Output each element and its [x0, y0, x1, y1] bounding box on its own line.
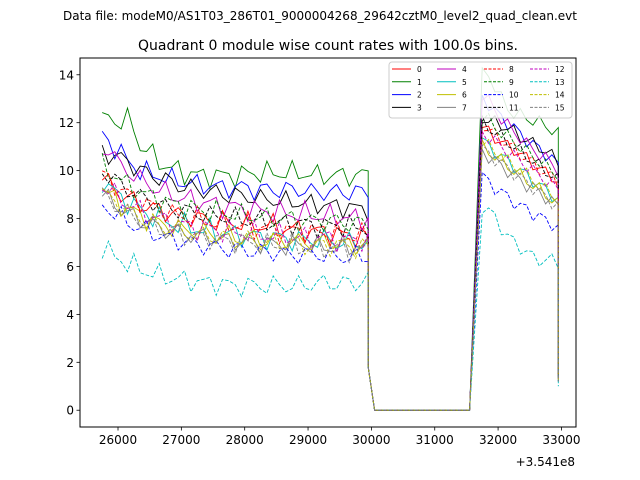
legend-label-5: 5	[462, 78, 467, 87]
series-line-15	[101, 143, 559, 411]
legend-label-10: 10	[509, 91, 519, 100]
series-line-14	[101, 138, 559, 411]
y-tick-label: 6	[66, 260, 74, 274]
y-tick-label: 8	[66, 212, 74, 226]
y-axis-ticks: 0 2 4 6 8 10 12 14	[59, 68, 80, 418]
x-tick-label: 26000	[99, 433, 137, 447]
x-tick-label: 27000	[162, 433, 200, 447]
series-line-8	[102, 127, 559, 411]
x-axis-ticks: 26000 27000 28000 29000 30000 31000 32000 33000	[99, 427, 581, 447]
legend-frame	[388, 61, 573, 119]
x-tick-label: 32000	[479, 433, 517, 447]
series-line-10	[101, 171, 559, 411]
y-tick-label: 12	[59, 116, 74, 130]
figure-suptitle: Data file: modeM0/AS1T03_286T01_90000042…	[63, 9, 577, 23]
legend-label-1: 1	[417, 78, 422, 87]
legend-label-3: 3	[417, 103, 422, 112]
legend-label-11: 11	[509, 103, 519, 112]
x-tick-label: 33000	[542, 433, 580, 447]
legend-label-0: 0	[417, 65, 422, 74]
x-tick-label: 31000	[416, 433, 454, 447]
series-line-0	[101, 125, 559, 411]
x-tick-label: 29000	[289, 433, 327, 447]
x-tick-label: 30000	[352, 433, 390, 447]
legend-label-6: 6	[462, 91, 467, 100]
series-line-3	[101, 114, 559, 411]
series-line-12	[101, 129, 559, 411]
series-line-13	[101, 207, 559, 411]
legend-label-4: 4	[462, 65, 467, 74]
legend-label-9: 9	[509, 78, 514, 87]
x-offset-label: +3.541e8	[516, 455, 575, 469]
plot-frame	[79, 57, 577, 428]
y-tick-label: 10	[59, 164, 74, 178]
x-tick-label: 28000	[226, 433, 264, 447]
legend-label-7: 7	[462, 103, 467, 112]
chart-title: Quadrant 0 module wise count rates with …	[138, 38, 518, 54]
series-line-11	[101, 115, 559, 411]
legend-label-8: 8	[509, 65, 514, 74]
y-tick-label: 4	[66, 308, 74, 322]
legend-label-12: 12	[555, 65, 565, 74]
y-tick-label: 2	[66, 356, 74, 370]
legend-label-14: 14	[555, 91, 565, 100]
y-tick-label: 0	[66, 404, 74, 418]
legend-label-15: 15	[555, 103, 565, 112]
legend-label-13: 13	[555, 78, 565, 87]
y-tick-label: 14	[59, 68, 74, 82]
series-line-9	[101, 112, 559, 411]
legend-label-2: 2	[417, 91, 422, 100]
